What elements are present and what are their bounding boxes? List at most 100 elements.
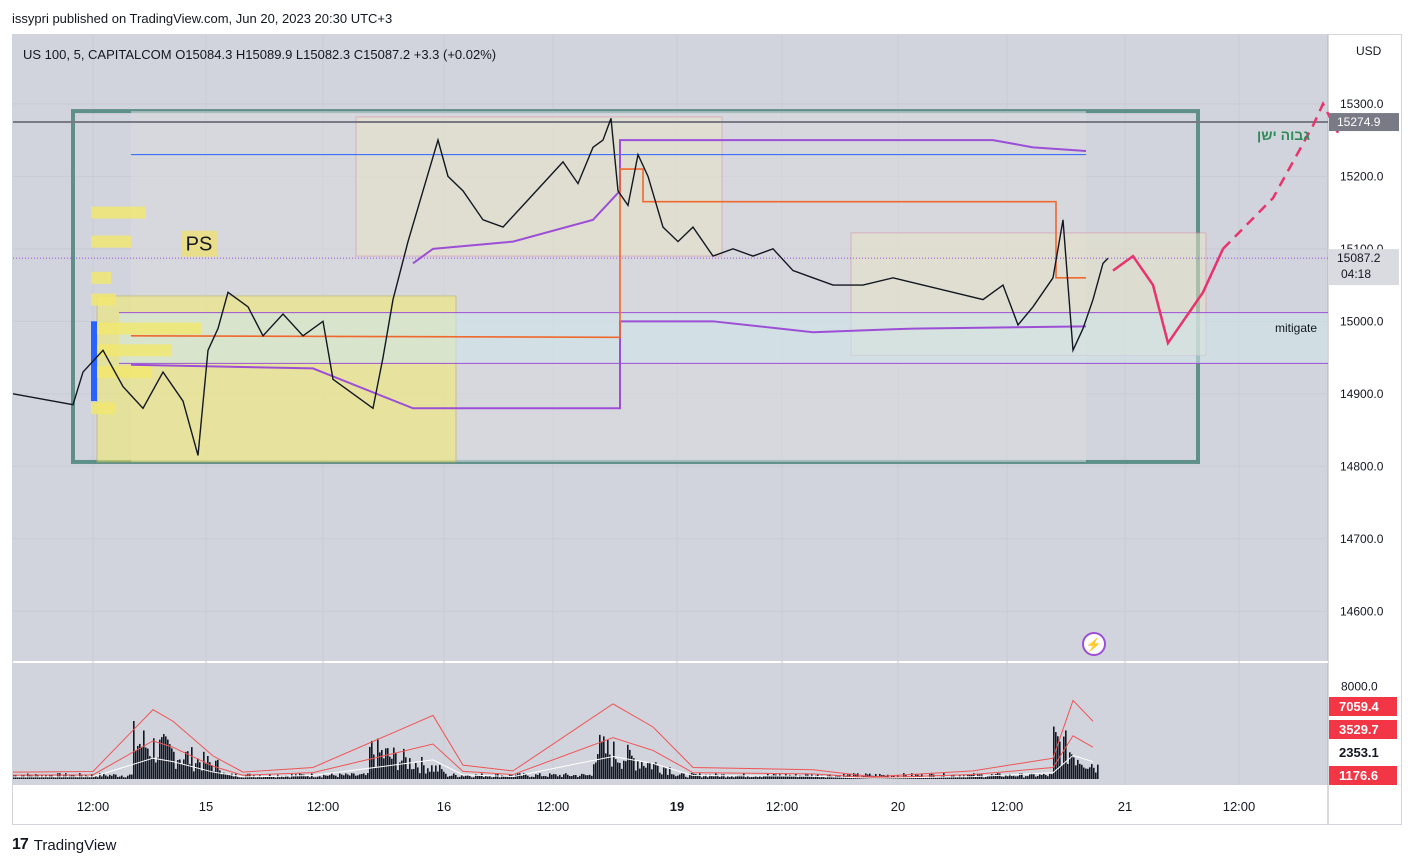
volume-profile-bar [91, 366, 151, 379]
volume-bar [501, 775, 503, 779]
volume-bar [1015, 776, 1017, 779]
chart-frame[interactable]: 14600.0 14700.0 14800.0 14900.0 15000.0 15100… [12, 34, 1402, 825]
volume-bar [1089, 767, 1091, 779]
volume-bar [1085, 768, 1087, 779]
volume-bar [995, 774, 997, 779]
volume-bar [701, 777, 703, 779]
volume-bar [505, 776, 507, 779]
volume-bar [607, 740, 609, 779]
volume-bar [605, 753, 607, 779]
volume-bar [801, 775, 803, 779]
volume-bar [757, 777, 759, 779]
volume-badge-text: 2353.1 [1339, 745, 1379, 760]
volume-bar [343, 775, 345, 779]
volume-bar [1053, 726, 1055, 779]
volume-profile-bar [91, 402, 116, 415]
chart-canvas[interactable]: 14600.014700.014800.014900.015000.015100… [13, 35, 1402, 825]
volume-bar [241, 777, 243, 779]
volume-bar [687, 777, 689, 779]
volume-bar [405, 757, 407, 779]
volume-bar [1071, 754, 1073, 779]
volume-bar [641, 761, 643, 779]
volume-bar [533, 776, 535, 779]
forecast-curve [1112, 248, 1225, 347]
volume-bar [655, 762, 657, 779]
volume-bar [173, 751, 175, 779]
volume-bar [1043, 773, 1045, 779]
volume-bar [1061, 765, 1063, 779]
x-tick-label: 12:00 [307, 799, 340, 814]
volume-bar [411, 769, 413, 779]
volume-bar [705, 774, 707, 779]
volume-bar [1005, 774, 1007, 779]
volume-profile-bar [91, 322, 201, 335]
volume-bar [793, 775, 795, 779]
volume-bar [717, 774, 719, 779]
volume-bar [807, 774, 809, 779]
volume-bar [83, 776, 85, 779]
volume-bar [467, 775, 469, 779]
volume-bar [1027, 776, 1029, 779]
event-lightning-icon [1082, 632, 1106, 656]
volume-bar [235, 773, 237, 779]
x-tick-label: 15 [199, 799, 213, 814]
volume-bar [633, 758, 635, 779]
volume-bar [317, 776, 319, 779]
volume-bar [511, 775, 513, 779]
volume-bar [177, 760, 179, 779]
volume-bar [273, 776, 275, 779]
volume-bar [229, 774, 231, 779]
volume-bar [555, 774, 557, 779]
volume-bar [313, 777, 315, 779]
volume-bar [1087, 768, 1089, 779]
volume-bar [223, 772, 225, 779]
volume-bar [517, 773, 519, 779]
volume-bar [693, 773, 695, 779]
volume-bar [997, 773, 999, 779]
volume-badge-text: 3529.7 [1339, 722, 1379, 737]
volume-bar [341, 774, 343, 779]
currency-label: USD [1356, 44, 1382, 58]
volume-bar [857, 773, 859, 779]
volume-bar [205, 763, 207, 779]
volume-bar [19, 776, 21, 779]
volume-bar [459, 776, 461, 779]
volume-badge [1329, 766, 1397, 785]
volume-bar [439, 764, 441, 779]
price-line [13, 118, 1109, 456]
volume-bar [515, 774, 517, 779]
volume-bar [651, 769, 653, 779]
volume-bar [679, 774, 681, 779]
volume-bar [537, 774, 539, 779]
forecast-dashed [1222, 101, 1340, 250]
volume-bar [627, 744, 629, 779]
purple-lower-line [130, 320, 1087, 410]
brand-footer[interactable]: 17 TradingView [12, 836, 116, 854]
volume-bar [815, 775, 817, 779]
volume-bar [305, 776, 307, 779]
volume-bar [149, 756, 151, 779]
volume-bar [525, 773, 527, 779]
volume-bar [143, 730, 145, 779]
volume-bar [437, 771, 439, 779]
volume-bar [377, 738, 379, 779]
volume-bar [431, 765, 433, 779]
volume-bar [77, 776, 79, 779]
volume-bar [207, 756, 209, 779]
volume-bar [527, 775, 529, 779]
volume-bar [491, 777, 493, 779]
volume-bar [1069, 752, 1071, 779]
volume-bar [333, 775, 335, 779]
volume-profile-bar [91, 206, 146, 219]
volume-bar [649, 762, 651, 779]
volume-bar [1081, 764, 1083, 779]
volume-bar [121, 775, 123, 779]
volume-bar [279, 777, 281, 779]
volume-bar [145, 747, 147, 779]
volume-bar [475, 774, 477, 779]
volume-bar [599, 734, 601, 779]
volume-bar [991, 774, 993, 779]
volume-bar [385, 748, 387, 779]
volume-bar [707, 777, 709, 779]
volume-bar [825, 777, 827, 779]
